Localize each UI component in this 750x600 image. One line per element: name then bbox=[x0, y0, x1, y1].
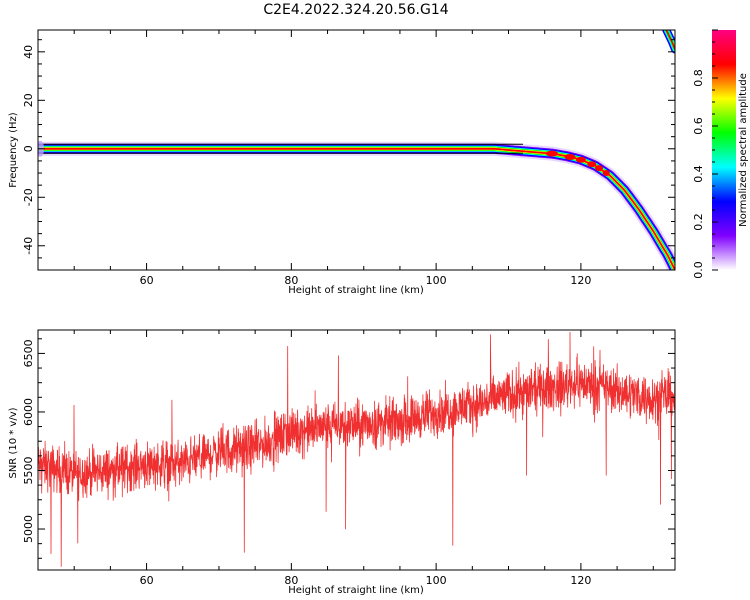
spectrogram-ytick-label: -20 bbox=[22, 188, 35, 206]
snr-ticks: 60 80 100 120 6500 6000 5500 5000 bbox=[22, 330, 675, 587]
ridge-blue bbox=[38, 144, 675, 270]
spectrogram-plot-area bbox=[38, 30, 675, 270]
snr-ytick-label: 6000 bbox=[22, 398, 35, 426]
snr-ytick-label: 5500 bbox=[22, 456, 35, 484]
spectrogram-xlabel: Height of straight line (km) bbox=[288, 285, 424, 296]
ridge-peak-blob bbox=[602, 170, 610, 177]
colorbar-gradient bbox=[712, 30, 736, 270]
figure-title: C2E4.2022.324.20.56.G14 bbox=[263, 2, 448, 18]
spectrogram-xtick-label: 120 bbox=[570, 274, 591, 287]
snr-ytick-label: 6500 bbox=[22, 339, 35, 367]
spectrogram-frame bbox=[37, 29, 676, 271]
snr-ytick-label: 5000 bbox=[22, 515, 35, 543]
ridge-upper-fragment bbox=[665, 30, 675, 51]
ridge-peak-blob bbox=[564, 153, 576, 160]
snr-xtick-label: 80 bbox=[284, 574, 298, 587]
spectrogram-ytick-label: 40 bbox=[22, 45, 35, 59]
ridge-green bbox=[38, 146, 675, 270]
ridge-yellow bbox=[38, 147, 675, 270]
colorbar-ticks: 0.0 0.2 0.4 0.6 0.8 bbox=[692, 29, 718, 279]
snr-xtick-label: 100 bbox=[426, 574, 447, 587]
colorbar-tick-label: 0.2 bbox=[692, 213, 705, 231]
spectrogram-ytick-label: 20 bbox=[22, 93, 35, 107]
snr-ylabel: SNR (10 * v/v) bbox=[8, 407, 19, 478]
colorbar-tick-label: 0.0 bbox=[692, 261, 705, 279]
ridge-core bbox=[38, 147, 675, 270]
ridge-cyan bbox=[38, 145, 675, 270]
colorbar: 0.0 0.2 0.4 0.6 0.8 Normalized spectral ampl… bbox=[692, 29, 749, 279]
colorbar-tick-label: 0.4 bbox=[692, 165, 705, 183]
snr-xlabel: Height of straight line (km) bbox=[288, 585, 424, 596]
snr-xtick-label: 120 bbox=[570, 574, 591, 587]
spectrogram-panel: 60 80 100 120 40 20 0 -20 -40 Height of straight… bbox=[8, 29, 676, 296]
snr-plot-area bbox=[38, 331, 675, 567]
colorbar-tick-label: 0.6 bbox=[692, 117, 705, 135]
snr-frame bbox=[37, 329, 676, 571]
ridge-peak-blob bbox=[545, 150, 558, 157]
ridge-halo bbox=[38, 141, 675, 270]
ridge-purple bbox=[38, 143, 675, 270]
ridge-peak-blob bbox=[575, 156, 586, 163]
ridge-peak-blob bbox=[594, 165, 603, 172]
colorbar-tick-label: 0.8 bbox=[692, 69, 705, 87]
snr-xtick-label: 60 bbox=[140, 574, 154, 587]
snr-series-line bbox=[38, 331, 675, 567]
spectrogram-ytick-label: 0 bbox=[22, 145, 35, 152]
spectrogram-ytick-label: -40 bbox=[22, 237, 35, 255]
spectrogram-ticks: 60 80 100 120 40 20 0 -20 -40 bbox=[22, 30, 675, 287]
spectrogram-xtick-label: 100 bbox=[426, 274, 447, 287]
spectrogram-ylabel: Frequency (Hz) bbox=[8, 112, 19, 188]
spectrogram-xtick-label: 60 bbox=[140, 274, 154, 287]
ridge-peak-blob bbox=[587, 161, 597, 168]
colorbar-label: Normalized spectral amplitude bbox=[738, 73, 749, 227]
spectrogram-xtick-label: 80 bbox=[284, 274, 298, 287]
snr-panel: 60 80 100 120 6500 6000 5500 5000 Height of str… bbox=[8, 329, 676, 596]
